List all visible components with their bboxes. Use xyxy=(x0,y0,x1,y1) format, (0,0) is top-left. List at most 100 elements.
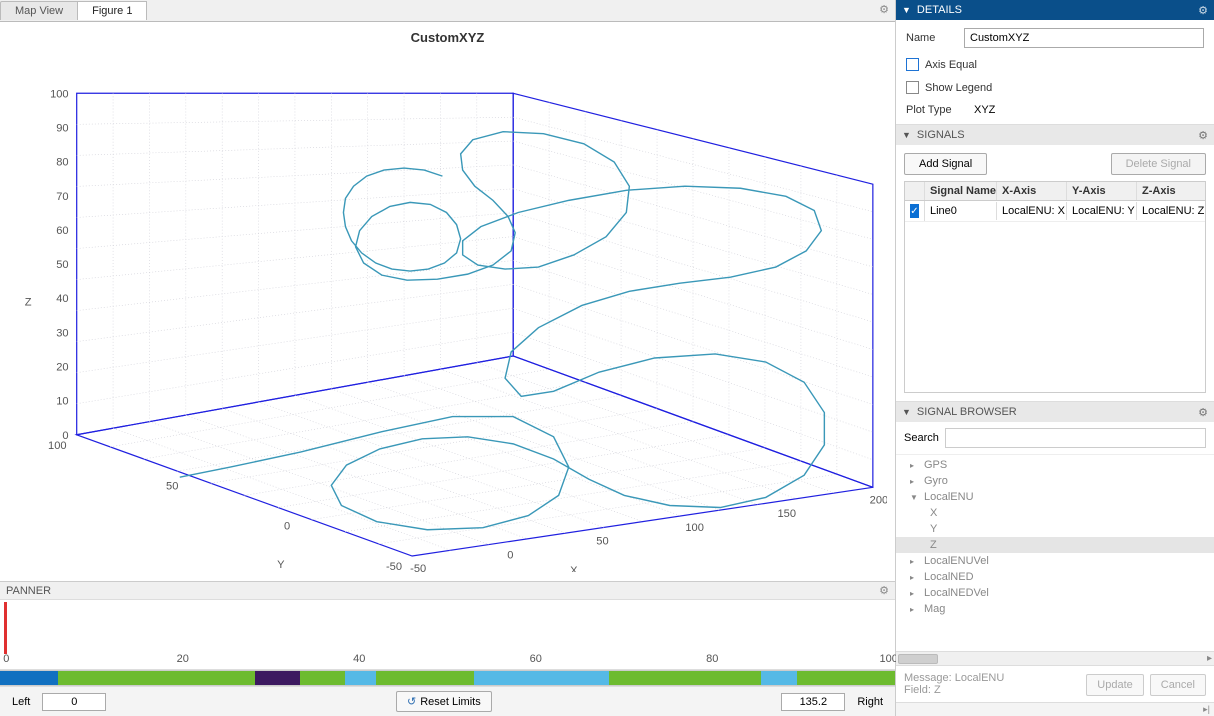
show-legend-label: Show Legend xyxy=(925,82,992,94)
details-header[interactable]: ▼ DETAILS ⚙ xyxy=(896,0,1214,20)
details-body: Name Axis Equal Show Legend Plot Type XY… xyxy=(896,20,1214,125)
tree-node-mag[interactable]: ▸Mag xyxy=(896,601,1214,617)
svg-text:100: 100 xyxy=(50,88,69,100)
svg-text:90: 90 xyxy=(56,122,68,134)
caret-icon: ▸ xyxy=(910,477,920,486)
plot-type-value: XYZ xyxy=(974,104,995,116)
row-checkbox[interactable]: ✓ xyxy=(910,204,919,218)
svg-text:10: 10 xyxy=(56,396,68,408)
svg-text:Z: Z xyxy=(25,296,32,308)
panner-marker[interactable] xyxy=(4,602,7,654)
plot-title: CustomXYZ xyxy=(8,30,887,45)
svg-text:50: 50 xyxy=(166,480,178,492)
browser-gear-icon[interactable]: ⚙ xyxy=(1198,406,1208,419)
cell-x[interactable]: LocalENU: X xyxy=(997,202,1067,220)
search-input[interactable] xyxy=(945,428,1206,448)
collapse-icon: ▼ xyxy=(902,5,911,15)
field-label: Field: xyxy=(904,684,931,696)
plot-type-label: Plot Type xyxy=(906,104,966,116)
details-header-label: DETAILS xyxy=(917,4,962,16)
reset-limits-button[interactable]: ↺ Reset Limits xyxy=(396,691,492,712)
checkbox-icon xyxy=(906,58,919,71)
caret-icon: ▸ xyxy=(910,589,920,598)
tree-node-localenuvel[interactable]: ▸LocalENUVel xyxy=(896,553,1214,569)
right-input[interactable] xyxy=(781,693,845,711)
plot-3d[interactable]: 0102030405060708090100Z-50050100Y-500501… xyxy=(8,49,887,572)
add-signal-button[interactable]: Add Signal xyxy=(904,153,987,175)
signals-header[interactable]: ▼ SIGNALS ⚙ xyxy=(896,125,1214,145)
col-signal-name: Signal Name xyxy=(925,182,997,200)
signals-header-label: SIGNALS xyxy=(917,129,965,141)
left-input[interactable] xyxy=(42,693,106,711)
svg-text:-50: -50 xyxy=(410,563,426,572)
left-label: Left xyxy=(12,696,30,708)
cell-z[interactable]: LocalENU: Z xyxy=(1137,202,1205,220)
svg-text:50: 50 xyxy=(596,536,608,548)
status-bar: ▸| xyxy=(896,702,1214,716)
tree-leaf-z[interactable]: Z xyxy=(896,537,1214,553)
panner-axis: 020406080100 xyxy=(0,653,895,669)
tab-map-view[interactable]: Map View xyxy=(0,1,78,20)
plot-area: CustomXYZ 0102030405060708090100Z-500501… xyxy=(0,22,895,581)
col-y-axis: Y-Axis xyxy=(1067,182,1137,200)
right-label: Right xyxy=(857,696,883,708)
reset-icon: ↺ xyxy=(407,695,416,708)
message-label: Message: xyxy=(904,672,952,684)
svg-text:200: 200 xyxy=(870,494,887,506)
cancel-button[interactable]: Cancel xyxy=(1150,674,1206,696)
signals-gear-icon[interactable]: ⚙ xyxy=(1198,129,1208,142)
color-bar[interactable] xyxy=(0,670,895,686)
svg-text:-50: -50 xyxy=(386,561,402,572)
signals-body: Add Signal Delete Signal Signal Name X-A… xyxy=(896,145,1214,402)
checkbox-icon xyxy=(906,81,919,94)
svg-text:Y: Y xyxy=(277,559,285,571)
browser-header-label: SIGNAL BROWSER xyxy=(917,406,1017,418)
tabs-gear-icon[interactable]: ⚙ xyxy=(879,3,889,16)
tree-hscroll[interactable]: ▸ xyxy=(896,651,1214,665)
tree-node-localenu[interactable]: ▼LocalENU xyxy=(896,489,1214,505)
cell-y[interactable]: LocalENU: Y xyxy=(1067,202,1137,220)
browser-body: Search ▸GPS▸Gyro▼LocalENUXYZ▸LocalENUVel… xyxy=(896,422,1214,702)
col-z-axis: Z-Axis xyxy=(1137,182,1205,200)
caret-icon: ▸ xyxy=(910,573,920,582)
svg-text:20: 20 xyxy=(56,362,68,374)
tree-leaf-y[interactable]: Y xyxy=(896,521,1214,537)
tabs-bar: Map View Figure 1 ⚙ xyxy=(0,0,895,22)
scroll-right-icon: ▸ xyxy=(1207,653,1212,664)
svg-text:70: 70 xyxy=(56,191,68,203)
name-input[interactable] xyxy=(964,28,1204,48)
tree-leaf-x[interactable]: X xyxy=(896,505,1214,521)
panner-gear-icon[interactable]: ⚙ xyxy=(879,584,889,597)
field-value: Z xyxy=(934,684,941,696)
tree-node-localnedvel[interactable]: ▸LocalNEDVel xyxy=(896,585,1214,601)
signals-table: Signal Name X-Axis Y-Axis Z-Axis ✓Line0L… xyxy=(904,181,1206,393)
scroll-thumb[interactable] xyxy=(898,654,938,664)
browser-header[interactable]: ▼ SIGNAL BROWSER ⚙ xyxy=(896,402,1214,422)
delete-signal-button: Delete Signal xyxy=(1111,153,1206,175)
signal-tree: ▸GPS▸Gyro▼LocalENUXYZ▸LocalENUVel▸LocalN… xyxy=(896,455,1214,651)
cell-signal-name[interactable]: Line0 xyxy=(925,202,997,220)
panner-label: PANNER xyxy=(6,585,51,597)
collapse-icon: ▼ xyxy=(902,407,911,417)
update-button[interactable]: Update xyxy=(1086,674,1143,696)
axis-equal-label: Axis Equal xyxy=(925,59,977,71)
details-gear-icon[interactable]: ⚙ xyxy=(1198,4,1208,17)
svg-text:0: 0 xyxy=(284,521,290,533)
show-legend-checkbox[interactable]: Show Legend xyxy=(906,81,1204,94)
caret-icon: ▼ xyxy=(910,493,920,502)
tree-node-localned[interactable]: ▸LocalNED xyxy=(896,569,1214,585)
panner-section: PANNER ⚙ 020406080100 xyxy=(0,581,895,670)
table-row[interactable]: ✓ Line0LocalENU: XLocalENU: YLocalENU: Z xyxy=(905,201,1205,222)
tree-node-gps[interactable]: ▸GPS xyxy=(896,457,1214,473)
svg-text:60: 60 xyxy=(56,225,68,237)
tree-node-gyro[interactable]: ▸Gyro xyxy=(896,473,1214,489)
svg-text:150: 150 xyxy=(778,508,797,520)
panner-body[interactable]: 020406080100 xyxy=(0,600,895,670)
svg-text:0: 0 xyxy=(507,549,513,561)
caret-icon: ▸ xyxy=(910,461,920,470)
axis-equal-checkbox[interactable]: Axis Equal xyxy=(906,58,1204,71)
svg-text:50: 50 xyxy=(56,259,68,271)
tab-figure-1[interactable]: Figure 1 xyxy=(77,1,147,20)
footer: Left ↺ Reset Limits Right xyxy=(0,686,895,716)
svg-text:30: 30 xyxy=(56,327,68,339)
